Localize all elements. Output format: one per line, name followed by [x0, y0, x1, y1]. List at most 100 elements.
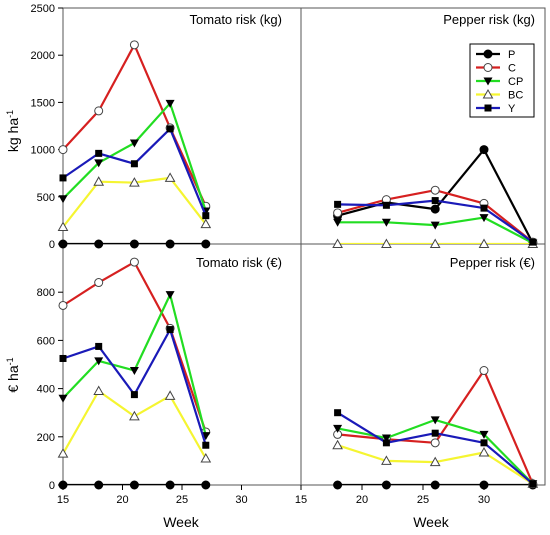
y-tick-label: 800 — [37, 287, 55, 299]
data-point-BC — [332, 439, 343, 450]
data-point-BC — [332, 238, 343, 248]
data-point-C — [129, 40, 139, 50]
data-point-CP — [381, 218, 391, 227]
data-point-BC — [129, 410, 140, 421]
legend-entry-Y: Y — [476, 103, 516, 115]
legend-marker-C — [483, 63, 493, 72]
data-point-Y — [480, 204, 488, 212]
data-point-Y — [529, 238, 537, 246]
data-point-BC — [93, 385, 105, 396]
data-point-P — [165, 480, 175, 490]
series-line-C — [337, 369, 534, 485]
data-point-Y — [529, 480, 537, 488]
series-P — [58, 239, 211, 249]
data-point-Y — [334, 200, 342, 208]
data-point-P — [94, 480, 104, 490]
legend-marker-Y — [484, 104, 492, 112]
x-axis-label-right: Week — [413, 514, 450, 530]
x-tick-label: 15 — [295, 494, 307, 506]
series-C — [333, 185, 538, 247]
data-point-Y — [59, 354, 67, 362]
data-point-CP — [381, 434, 391, 443]
x-tick-label: 20 — [116, 494, 128, 506]
series-CP — [333, 416, 538, 489]
x-tick-label: 25 — [417, 494, 429, 506]
data-point-CP — [165, 99, 175, 108]
data-point-BC — [164, 390, 176, 400]
data-point-Y — [382, 439, 390, 447]
legend-marker-CP — [483, 77, 493, 86]
y-axis-label-bottom-sup: -1 — [5, 357, 15, 365]
data-point-CP — [430, 221, 440, 230]
series-Y — [59, 125, 210, 220]
data-point-BC — [200, 218, 212, 229]
panel-title-3: Tomato risk (€) — [196, 255, 282, 270]
data-point-P — [479, 145, 489, 155]
panel-title-2: Pepper risk (kg) — [443, 12, 535, 27]
data-point-C — [129, 257, 139, 267]
y-tick-label: 0 — [49, 239, 55, 251]
legend-marker-BC — [482, 88, 494, 99]
series-BC — [57, 385, 212, 463]
series-BC — [332, 238, 539, 248]
data-point-BC — [478, 238, 490, 248]
data-point-BC — [381, 455, 392, 465]
data-point-Y — [130, 391, 138, 399]
legend-entry-P: P — [476, 49, 515, 61]
data-point-P — [201, 239, 211, 249]
data-point-BC — [429, 456, 441, 467]
data-point-Y — [334, 409, 342, 417]
x-tick-label: 20 — [356, 494, 368, 506]
data-point-C — [94, 278, 104, 288]
data-point-Y — [382, 201, 390, 209]
data-point-BC — [57, 448, 69, 458]
data-point-Y — [480, 439, 488, 447]
data-point-BC — [93, 176, 105, 186]
data-point-Y — [95, 149, 103, 157]
data-point-CP — [333, 424, 343, 433]
legend-label-P: P — [508, 49, 515, 61]
data-point-CP — [333, 218, 343, 227]
data-point-P — [58, 239, 68, 249]
data-point-CP — [129, 367, 139, 376]
y-tick-label: 0 — [49, 480, 55, 492]
data-point-P — [201, 480, 211, 490]
panel-frame-1 — [62, 7, 302, 245]
y-tick-label: 600 — [37, 335, 55, 347]
data-point-C — [479, 366, 489, 376]
panel-title-1: Tomato risk (kg) — [190, 12, 282, 27]
data-point-CP — [58, 394, 68, 403]
data-point-BC — [429, 238, 441, 248]
data-point-Y — [202, 441, 210, 449]
x-tick-label: 25 — [176, 494, 188, 506]
data-point-Y — [202, 212, 210, 220]
panel-title-4: Pepper risk (€) — [450, 255, 535, 270]
data-point-BC — [57, 221, 69, 232]
data-point-P — [479, 480, 489, 490]
y-tick-label: 400 — [37, 384, 55, 396]
legend-label-Y: Y — [508, 103, 516, 115]
series-P — [58, 480, 211, 490]
data-point-P — [381, 480, 391, 490]
series-BC — [332, 439, 539, 488]
data-point-P — [129, 239, 139, 249]
data-point-CP — [129, 139, 139, 148]
data-point-Y — [431, 197, 439, 205]
legend-entry-BC: BC — [476, 88, 523, 102]
data-point-CP — [58, 195, 68, 204]
y-tick-label: 2500 — [31, 3, 55, 15]
data-point-CP — [94, 159, 104, 168]
data-point-Y — [166, 125, 174, 133]
data-point-CP — [201, 432, 211, 441]
data-point-Y — [166, 326, 174, 334]
data-point-P — [165, 239, 175, 249]
data-point-P — [129, 480, 139, 490]
label-layer: kg ha-1 € ha-1 Week Week — [5, 110, 450, 530]
x-tick-label: 30 — [235, 494, 247, 506]
data-point-CP — [94, 357, 104, 366]
legend-label-CP: CP — [508, 76, 523, 88]
data-point-P — [58, 480, 68, 490]
data-point-CP — [479, 430, 489, 439]
